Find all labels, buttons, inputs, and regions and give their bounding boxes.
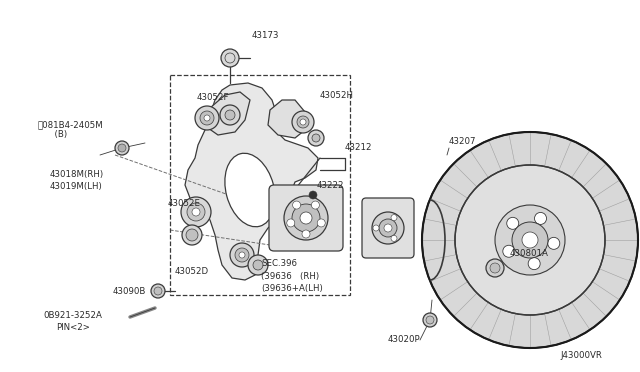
Circle shape — [154, 287, 162, 295]
Text: (39636   (RH): (39636 (RH) — [261, 273, 319, 282]
Circle shape — [522, 232, 538, 248]
Circle shape — [220, 105, 240, 125]
Circle shape — [391, 215, 397, 221]
Text: 43052D: 43052D — [175, 267, 209, 276]
Circle shape — [312, 134, 320, 142]
Circle shape — [253, 260, 263, 270]
Text: 43020P: 43020P — [388, 336, 420, 344]
Text: 43052F: 43052F — [197, 93, 230, 102]
Circle shape — [317, 219, 325, 227]
Text: 43173: 43173 — [252, 31, 280, 39]
Circle shape — [528, 258, 540, 270]
Circle shape — [182, 225, 202, 245]
Text: 43019M(LH): 43019M(LH) — [50, 182, 103, 190]
Circle shape — [391, 235, 397, 241]
Circle shape — [187, 203, 205, 221]
Circle shape — [230, 243, 254, 267]
Circle shape — [239, 252, 245, 258]
Circle shape — [181, 197, 211, 227]
Text: Ⓑ081B4-2405M
      (B): Ⓑ081B4-2405M (B) — [38, 120, 104, 140]
Circle shape — [372, 212, 404, 244]
Circle shape — [292, 204, 320, 232]
Circle shape — [308, 130, 324, 146]
Text: 43212: 43212 — [345, 144, 372, 153]
FancyBboxPatch shape — [362, 198, 414, 258]
Circle shape — [192, 208, 200, 216]
Circle shape — [503, 245, 515, 257]
Circle shape — [292, 201, 301, 209]
Circle shape — [534, 212, 547, 224]
Text: 43090B: 43090B — [113, 286, 147, 295]
Circle shape — [235, 248, 249, 262]
Text: 0B921-3252A: 0B921-3252A — [43, 311, 102, 320]
Text: 430801A: 430801A — [510, 248, 549, 257]
Text: (39636+A(LH): (39636+A(LH) — [261, 285, 323, 294]
Bar — [170, 75, 350, 295]
Circle shape — [297, 116, 309, 128]
Text: 43052E: 43052E — [168, 199, 201, 208]
Circle shape — [302, 230, 310, 238]
Circle shape — [455, 165, 605, 315]
Polygon shape — [208, 92, 250, 135]
FancyBboxPatch shape — [269, 185, 343, 251]
Text: 43052H: 43052H — [320, 90, 354, 99]
Circle shape — [548, 237, 560, 249]
Circle shape — [422, 132, 638, 348]
Circle shape — [426, 316, 434, 324]
Polygon shape — [268, 100, 305, 138]
Circle shape — [115, 141, 129, 155]
Ellipse shape — [225, 153, 275, 227]
Circle shape — [384, 224, 392, 232]
Circle shape — [300, 119, 306, 125]
Circle shape — [292, 111, 314, 133]
Circle shape — [423, 313, 437, 327]
Circle shape — [486, 259, 504, 277]
Circle shape — [221, 49, 239, 67]
Text: 43222: 43222 — [317, 180, 344, 189]
Polygon shape — [185, 83, 318, 280]
Circle shape — [248, 255, 268, 275]
Circle shape — [284, 196, 328, 240]
Circle shape — [118, 144, 126, 152]
Circle shape — [312, 201, 319, 209]
Circle shape — [379, 219, 397, 237]
Circle shape — [495, 205, 565, 275]
Circle shape — [300, 212, 312, 224]
Circle shape — [373, 225, 379, 231]
Circle shape — [195, 106, 219, 130]
Circle shape — [309, 191, 317, 199]
Text: 43207: 43207 — [449, 138, 477, 147]
Circle shape — [151, 284, 165, 298]
Circle shape — [287, 219, 295, 227]
Text: PIN<2>: PIN<2> — [56, 323, 90, 331]
Text: SEC.396: SEC.396 — [261, 260, 297, 269]
Circle shape — [507, 217, 519, 229]
Circle shape — [490, 263, 500, 273]
Circle shape — [200, 111, 214, 125]
Text: 43018M(RH): 43018M(RH) — [50, 170, 104, 180]
Circle shape — [225, 110, 235, 120]
Circle shape — [204, 115, 210, 121]
Circle shape — [512, 222, 548, 258]
Text: J43000VR: J43000VR — [560, 350, 602, 359]
Circle shape — [186, 229, 198, 241]
